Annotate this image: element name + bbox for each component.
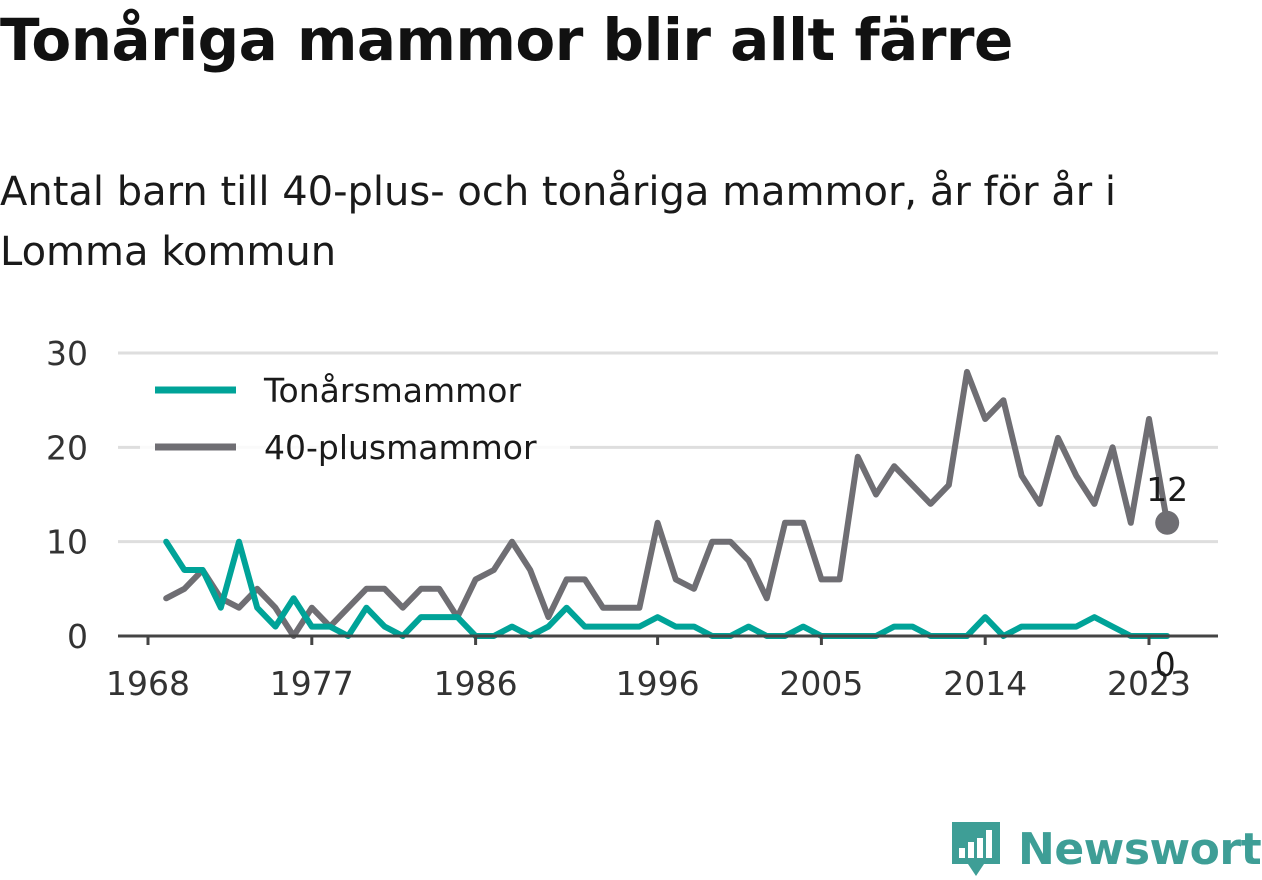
- legend: Tonårsmammor 40-plusmammor: [140, 364, 570, 476]
- series-lines: [163, 368, 1171, 639]
- legend-label: 40-plusmammor: [264, 428, 537, 467]
- newsworthy-brand: Newsworthy: [950, 818, 1262, 880]
- y-tick-label: 20: [46, 428, 88, 467]
- x-tick-label: 1977: [270, 664, 354, 703]
- chart-title: Tonåriga mammor blir allt färre: [0, 6, 1013, 74]
- brand-name: Newsworthy: [1018, 823, 1262, 875]
- y-tick-label: 10: [46, 523, 88, 562]
- y-tick-label: 30: [46, 334, 88, 373]
- series-line-tonarsmammor: [163, 538, 1171, 639]
- x-tick-label: 1996: [616, 664, 700, 703]
- legend-label: Tonårsmammor: [263, 371, 521, 410]
- series-line-fortyplusmammor: [163, 368, 1171, 639]
- end-label-tonarsmammor: 0: [1155, 645, 1176, 684]
- legend-background: [140, 364, 570, 476]
- end-labels: 12 0: [1146, 470, 1188, 684]
- chart-subtitle: Antal barn till 40-plus- och tonåriga ma…: [0, 169, 1117, 275]
- x-tick-label: 2005: [779, 664, 863, 703]
- x-axis: 1968 1977 1986 1996 2005 2014 2023: [106, 634, 1218, 703]
- x-tick-label: 2023: [1107, 664, 1191, 703]
- end-marker-fortyplusmammor: [1155, 510, 1180, 535]
- x-tick-label: 2014: [943, 664, 1027, 703]
- y-axis: 0 10 20 30: [46, 334, 88, 656]
- end-label-fortyplusmammor: 12: [1146, 470, 1188, 509]
- y-tick-label: 0: [67, 617, 88, 656]
- x-tick-label: 1986: [434, 664, 518, 703]
- newsworthy-logo-icon: [952, 822, 1000, 876]
- x-tick-label: 1968: [106, 664, 190, 703]
